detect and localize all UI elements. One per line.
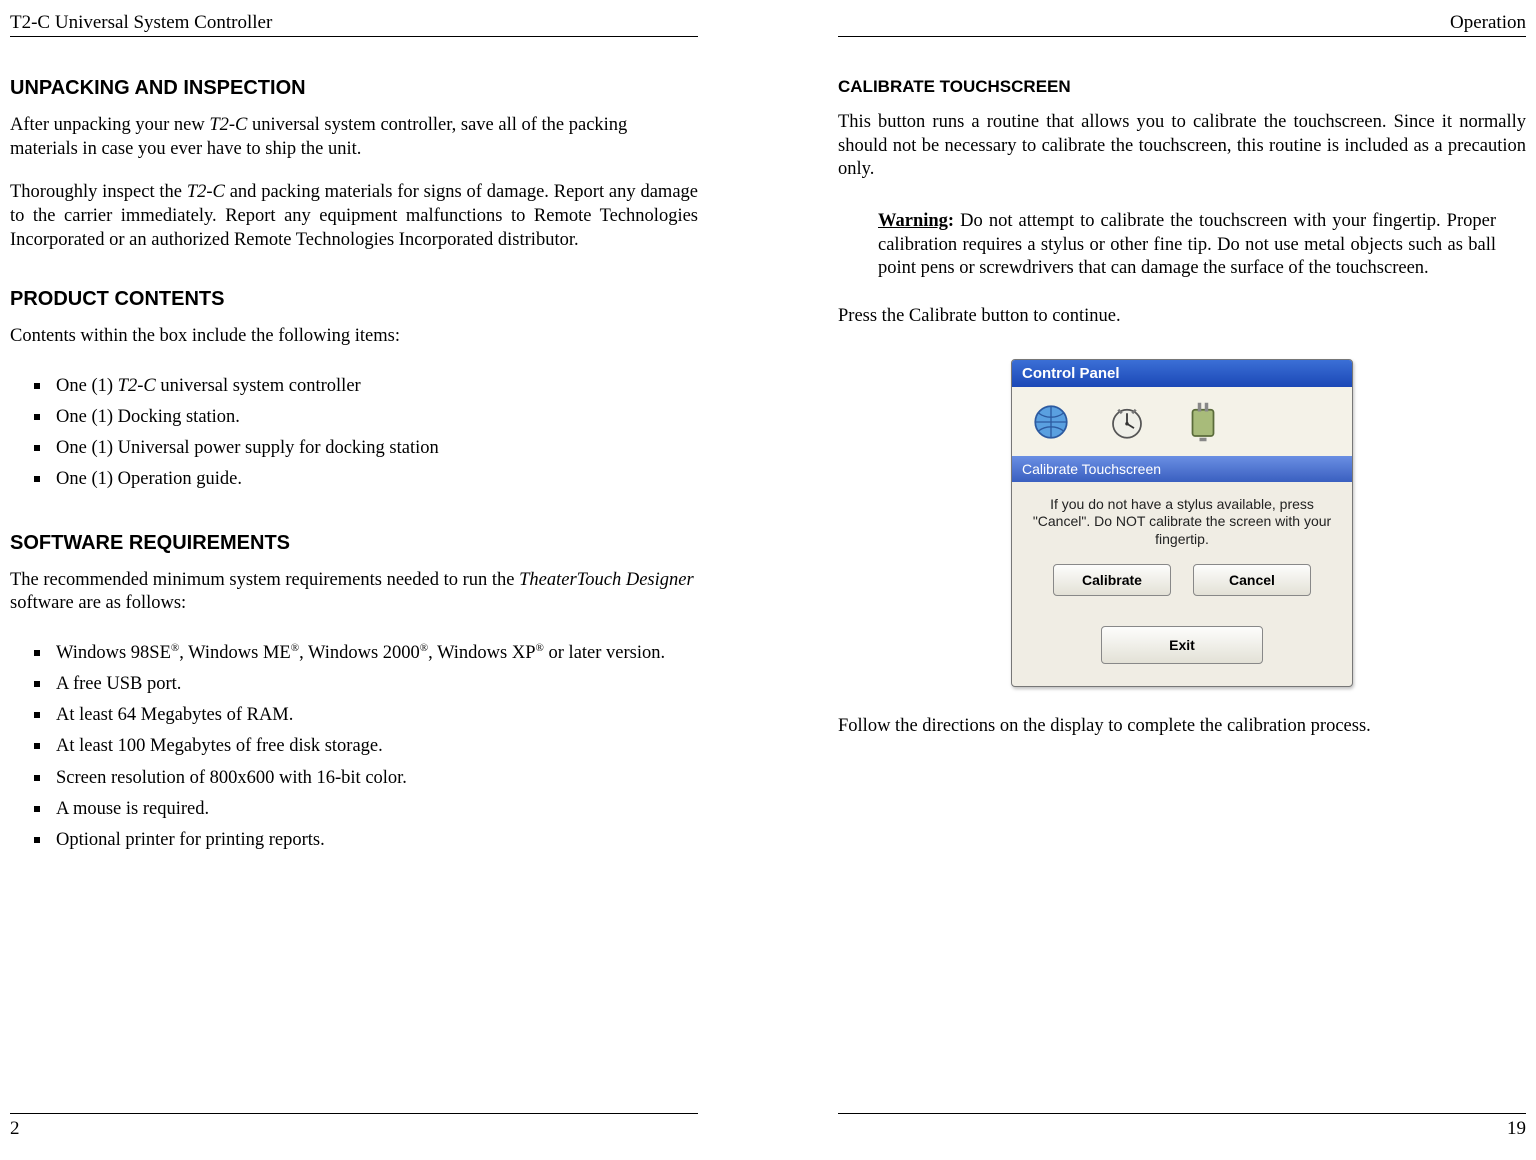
list-item: Windows 98SE®, Windows ME®, Windows 2000… bbox=[10, 642, 698, 665]
calibrate-button[interactable]: Calibrate bbox=[1053, 564, 1171, 596]
warning-block: Warning: Do not attempt to calibrate the… bbox=[838, 210, 1526, 281]
para-calibrate-2: Press the Calibrate button to continue. bbox=[838, 305, 1526, 329]
cancel-button[interactable]: Cancel bbox=[1193, 564, 1311, 596]
power-icon bbox=[1182, 401, 1224, 446]
warning-label: Warning bbox=[878, 211, 948, 231]
list-item: A free USB port. bbox=[10, 673, 698, 696]
para-calibrate-3: Follow the directions on the display to … bbox=[838, 715, 1526, 739]
para-unpacking-2: Thoroughly inspect the T2-C and packing … bbox=[10, 181, 698, 252]
exit-button[interactable]: Exit bbox=[1101, 626, 1263, 664]
list-item: One (1) Operation guide. bbox=[10, 468, 698, 491]
software-requirements-list: Windows 98SE®, Windows ME®, Windows 2000… bbox=[10, 634, 698, 860]
para-calibrate-1: This button runs a routine that allows y… bbox=[838, 111, 1526, 182]
globe-icon bbox=[1030, 401, 1072, 446]
calibrate-touchscreen-header: Calibrate Touchscreen bbox=[1012, 456, 1352, 482]
running-head-left-text: T2-C Universal System Controller bbox=[10, 12, 272, 34]
heading-software-requirements: SOFTWARE REQUIREMENTS bbox=[10, 532, 698, 555]
left-page: T2-C Universal System Controller UNPACKI… bbox=[0, 0, 768, 1160]
list-item: At least 64 Megabytes of RAM. bbox=[10, 704, 698, 727]
heading-product-contents: PRODUCT CONTENTS bbox=[10, 288, 698, 311]
page-number-left: 2 bbox=[10, 1113, 698, 1140]
running-head-right-text: Operation bbox=[1450, 12, 1526, 34]
list-item: One (1) Docking station. bbox=[10, 406, 698, 429]
list-item: A mouse is required. bbox=[10, 798, 698, 821]
control-panel-screenshot: Control Panel Calibrate Touchscreen If y… bbox=[838, 359, 1526, 688]
list-item: Optional printer for printing reports. bbox=[10, 829, 698, 852]
running-head-left: T2-C Universal System Controller bbox=[10, 12, 698, 37]
clock-icon bbox=[1106, 401, 1148, 446]
heading-calibrate-touchscreen: CALIBRATE TOUCHSCREEN bbox=[838, 77, 1526, 97]
list-item: Screen resolution of 800x600 with 16-bit… bbox=[10, 767, 698, 790]
panel-button-row: Calibrate Cancel bbox=[1012, 560, 1352, 620]
window-title-bar: Control Panel bbox=[1012, 360, 1352, 387]
panel-icon-row bbox=[1012, 387, 1352, 456]
panel-message-text: If you do not have a stylus available, p… bbox=[1012, 482, 1352, 561]
right-page: Operation CALIBRATE TOUCHSCREEN This but… bbox=[768, 0, 1536, 1160]
warning-text: Do not attempt to calibrate the touchscr… bbox=[878, 211, 1496, 278]
heading-unpacking: UNPACKING AND INSPECTION bbox=[10, 77, 698, 100]
list-item: One (1) Universal power supply for docki… bbox=[10, 437, 698, 460]
list-item: One (1) T2-C universal system controller bbox=[10, 375, 698, 398]
running-head-right: Operation bbox=[838, 12, 1526, 37]
control-panel-window: Control Panel Calibrate Touchscreen If y… bbox=[1011, 359, 1353, 688]
product-contents-list: One (1) T2-C universal system controller… bbox=[10, 367, 698, 500]
list-item: At least 100 Megabytes of free disk stor… bbox=[10, 735, 698, 758]
para-unpacking-1: After unpacking your new T2-C universal … bbox=[10, 114, 698, 161]
para-software-intro: The recommended minimum system requireme… bbox=[10, 569, 698, 616]
page-number-right: 19 bbox=[838, 1113, 1526, 1140]
para-contents-intro: Contents within the box include the foll… bbox=[10, 325, 698, 349]
